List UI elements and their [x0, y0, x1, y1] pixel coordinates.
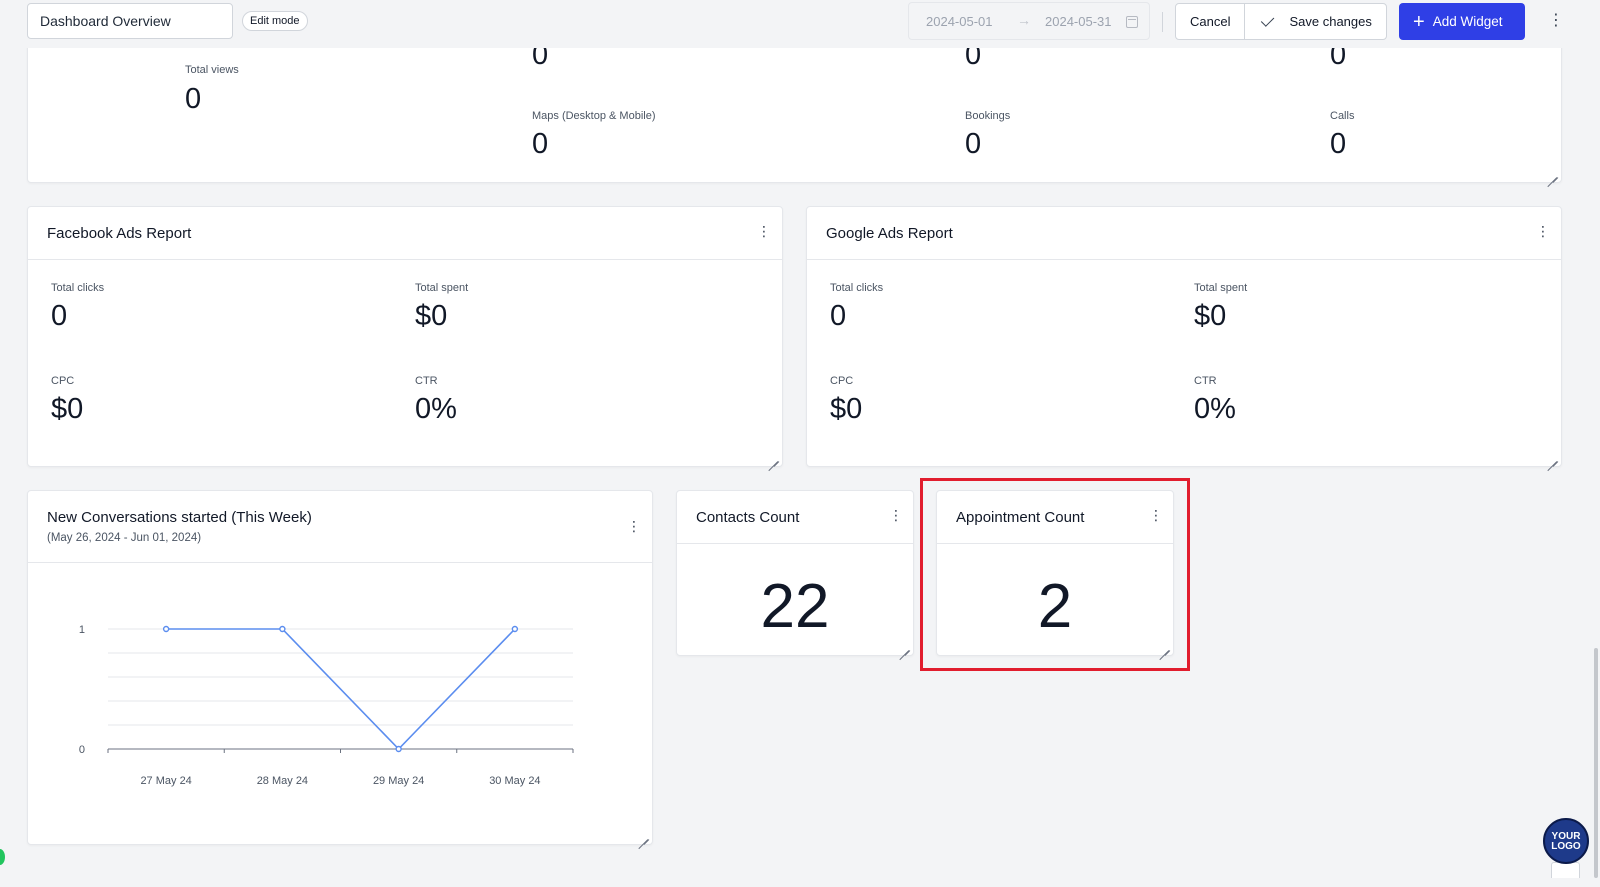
toolbar-divider	[1162, 12, 1163, 32]
appointment-count-value: 2	[1037, 572, 1073, 641]
metric-value: 0	[965, 128, 982, 160]
new-conversations-card: New Conversations started (This Week) (M…	[27, 490, 653, 845]
plus-icon: +	[1413, 10, 1425, 33]
add-widget-button[interactable]: + Add Widget	[1399, 3, 1525, 40]
metric-value: $0	[1194, 300, 1227, 332]
metric-label: Bookings	[965, 110, 1011, 122]
resize-handle-icon[interactable]	[1547, 168, 1558, 179]
highlight-box	[920, 478, 1190, 671]
metric-label: Total spent	[1194, 282, 1248, 294]
save-changes-button[interactable]: Save changes	[1244, 4, 1385, 39]
scrollbar-thumb[interactable]	[1594, 648, 1598, 878]
conversations-line-chart: 0 1 27 May 24 28 May 24 29 May 24 30 May 24	[79, 624, 574, 787]
edit-actions: Cancel Save changes	[1175, 3, 1387, 40]
cancel-label: Cancel	[1190, 14, 1231, 29]
metric-label: Calls	[1330, 110, 1355, 122]
metric-value: $0	[51, 393, 84, 425]
contacts-count-value: 22	[760, 572, 830, 641]
contacts-count-card: Contacts Count ⋮ 22	[676, 490, 914, 656]
status-indicator	[0, 849, 5, 865]
date-start[interactable]: 2024-05-01	[926, 14, 993, 29]
chart-data-point	[395, 745, 402, 753]
metric-value: 0%	[1194, 393, 1236, 425]
chart-x-tick-label: 29 May 24	[373, 775, 424, 787]
cancel-button[interactable]: Cancel	[1176, 4, 1244, 39]
calendar-icon	[1126, 16, 1138, 28]
card-header: Appointment Count ⋮	[937, 491, 1173, 544]
arrow-right-icon: →	[1017, 12, 1031, 28]
card-header: Facebook Ads Report ⋮	[28, 207, 782, 260]
metric-value: 0	[532, 128, 549, 160]
metric-value: 0	[1330, 128, 1347, 160]
card-title: Contacts Count	[696, 509, 800, 526]
dashboard-name-input[interactable]: Dashboard Overview	[27, 3, 233, 39]
kebab-menu-icon[interactable]: ⋮	[889, 507, 903, 523]
chart-x-tick-label: 27 May 24	[140, 775, 191, 787]
resize-handle-icon[interactable]	[1547, 452, 1558, 463]
edit-mode-badge: Edit mode	[242, 11, 308, 31]
business-profile-card: 0 0 0 Total views 0 Maps (Desktop & Mobi…	[27, 30, 1562, 183]
chart-series-line	[166, 628, 516, 751]
kebab-menu-icon[interactable]: ⋮	[1149, 507, 1163, 523]
date-range-picker[interactable]: 2024-05-01 → 2024-05-31	[908, 2, 1150, 40]
kebab-menu-icon[interactable]: ⋮	[627, 518, 641, 534]
card-title: Facebook Ads Report	[47, 225, 192, 242]
metric-value: 0	[51, 300, 68, 332]
card-header: Contacts Count ⋮	[677, 491, 913, 544]
card-header: Google Ads Report ⋮	[807, 207, 1561, 260]
resize-handle-icon[interactable]	[638, 830, 649, 841]
kebab-menu-icon[interactable]: ⋮	[757, 223, 771, 239]
add-widget-label: Add Widget	[1432, 14, 1503, 29]
save-label: Save changes	[1289, 14, 1372, 29]
appointment-count-card: Appointment Count ⋮ 2	[936, 490, 1174, 656]
chart-y-tick-label: 1	[79, 624, 85, 636]
chart-x-tick-label: 28 May 24	[257, 775, 308, 787]
metric-value: $0	[830, 393, 863, 425]
metric-label: CTR	[415, 375, 438, 387]
logo-text-line1: YOUR	[1551, 831, 1581, 842]
more-options-icon[interactable]: ⋮	[1548, 12, 1564, 29]
metric-value: 0	[830, 300, 847, 332]
kebab-menu-icon[interactable]: ⋮	[1536, 223, 1550, 239]
metric-label: Total clicks	[51, 282, 105, 294]
card-header: New Conversations started (This Week) (M…	[28, 491, 652, 563]
chart-x-tick-label: 30 May 24	[489, 775, 540, 787]
metric-label: CPC	[51, 375, 75, 387]
card-title: Appointment Count	[956, 509, 1085, 526]
card-subtitle: (May 26, 2024 - Jun 01, 2024)	[47, 532, 202, 544]
metric-value: $0	[415, 300, 448, 332]
card-title: Google Ads Report	[826, 225, 953, 242]
facebook-ads-card: Facebook Ads Report ⋮ Total clicks 0 Tot…	[27, 206, 783, 467]
google-ads-card: Google Ads Report ⋮ Total clicks 0 Total…	[806, 206, 1562, 467]
card-title: New Conversations started (This Week)	[47, 509, 312, 526]
metric-label: Total views	[185, 64, 239, 76]
date-end[interactable]: 2024-05-31	[1045, 14, 1112, 29]
metric-label: Maps (Desktop & Mobile)	[532, 110, 656, 122]
metric-label: CPC	[830, 375, 854, 387]
metric-value: 0%	[415, 393, 457, 425]
chart-data-point	[279, 625, 286, 633]
chart-data-point	[162, 625, 170, 633]
metric-label: Total clicks	[830, 282, 884, 294]
chart-data-point	[511, 625, 519, 633]
resize-handle-icon[interactable]	[899, 641, 910, 652]
resize-handle-icon[interactable]	[768, 452, 779, 463]
metric-value: 0	[185, 83, 202, 115]
metric-label: CTR	[1194, 375, 1217, 387]
dashboard-toolbar: Dashboard Overview Edit mode 2024-05-01 …	[0, 0, 1592, 48]
download-icon[interactable]	[1551, 862, 1580, 878]
metric-label: Total spent	[415, 282, 469, 294]
check-icon	[1261, 13, 1275, 27]
logo-text-line2: LOGO	[1551, 841, 1581, 852]
chart-y-tick-label: 0	[79, 744, 85, 756]
brand-logo[interactable]: YOUR LOGO	[1543, 818, 1589, 864]
